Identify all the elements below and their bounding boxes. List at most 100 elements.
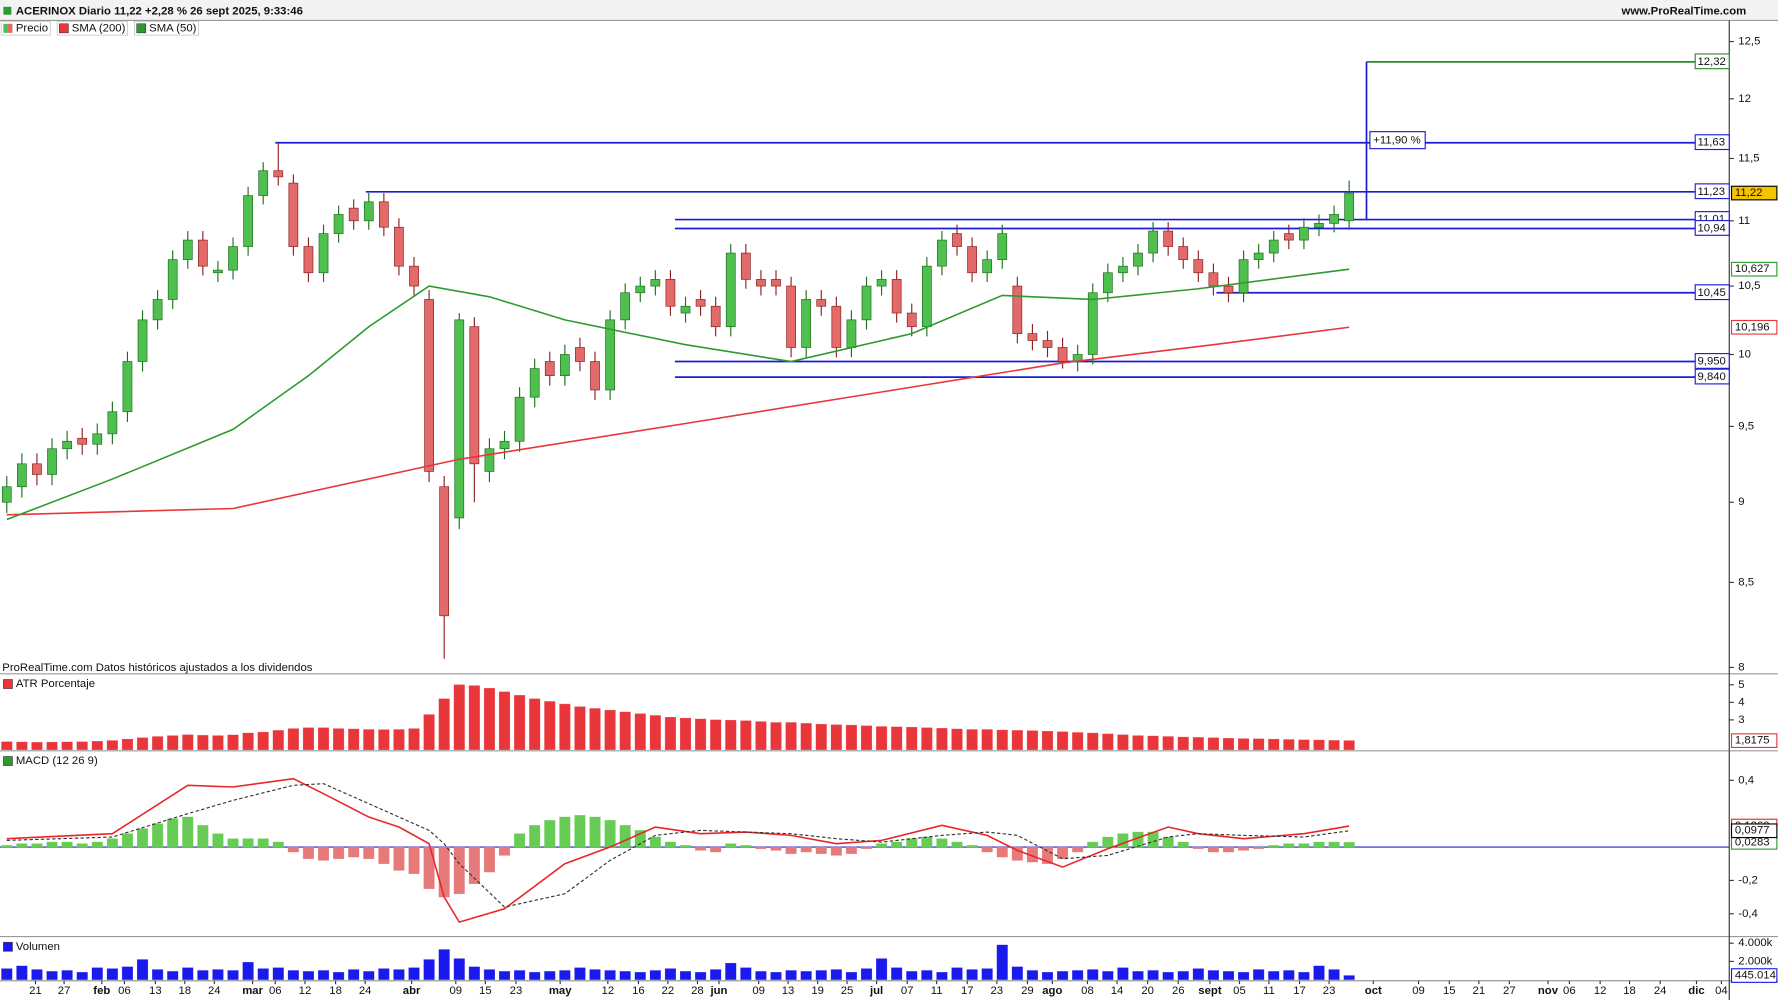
bar xyxy=(1207,970,1219,980)
candle-body xyxy=(1163,230,1174,247)
level-box xyxy=(1694,368,1730,385)
bar xyxy=(1328,841,1340,848)
bar xyxy=(529,825,541,848)
candle-body xyxy=(544,361,555,377)
bar xyxy=(1162,836,1174,848)
candle-body xyxy=(680,305,691,314)
bar xyxy=(906,971,918,980)
y-tick-label: -0,4 xyxy=(1738,908,1758,920)
bar xyxy=(287,970,299,980)
bar xyxy=(1343,842,1355,848)
legend-frame xyxy=(56,21,128,36)
x-tick-label: mar xyxy=(242,985,263,997)
level-label: 11,23 xyxy=(1697,186,1725,198)
bar xyxy=(1313,841,1325,848)
bar xyxy=(1253,738,1265,750)
legend-icon xyxy=(136,23,147,34)
bar xyxy=(604,709,616,751)
bar xyxy=(1,845,13,848)
candle-body xyxy=(906,312,917,328)
bar xyxy=(815,970,827,980)
bar xyxy=(363,846,375,860)
bar xyxy=(453,846,465,895)
candle-body xyxy=(107,411,118,435)
bar xyxy=(16,741,28,751)
x-tick-label: 05 xyxy=(1233,985,1246,997)
bar xyxy=(589,816,601,848)
x-tick-label: ago xyxy=(1042,985,1062,997)
panel-title: MACD (12 26 9) xyxy=(16,755,98,767)
value-label: 10,627 xyxy=(1735,263,1770,275)
x-tick-label: 18 xyxy=(1623,985,1636,997)
y-tick-label: -0,2 xyxy=(1738,874,1758,886)
bar xyxy=(1011,846,1023,861)
bar xyxy=(996,944,1008,980)
bar xyxy=(287,846,299,853)
bar xyxy=(212,969,224,980)
bar xyxy=(152,736,164,751)
candle-body xyxy=(439,486,450,617)
candle-body xyxy=(17,463,27,488)
x-tick-label: 06 xyxy=(118,985,131,997)
candle-body xyxy=(182,239,193,260)
bar xyxy=(740,967,752,980)
x-tick-label: 28 xyxy=(691,985,704,997)
candle-body xyxy=(454,319,465,519)
x-tick-label: 26 xyxy=(1172,985,1185,997)
x-tick-label: 13 xyxy=(149,985,162,997)
panel-title: Volumen xyxy=(16,941,60,953)
candle-body xyxy=(1027,333,1038,341)
value-label: 1,8175 xyxy=(1735,735,1770,747)
bar xyxy=(272,967,284,980)
bar xyxy=(1057,731,1069,751)
level-box xyxy=(1694,53,1730,70)
candle-body xyxy=(273,170,284,178)
bar xyxy=(559,703,571,751)
candle-body xyxy=(575,347,585,362)
bar xyxy=(498,846,511,856)
bar xyxy=(981,968,993,980)
y-tick-label: 9 xyxy=(1738,496,1744,508)
bar xyxy=(408,728,420,750)
bar xyxy=(136,828,149,848)
y-tick-label: 5 xyxy=(1738,679,1744,691)
bar xyxy=(16,843,28,848)
bar xyxy=(649,970,661,980)
bar xyxy=(61,970,73,980)
bar xyxy=(136,737,149,750)
x-tick-label: oct xyxy=(1365,985,1382,997)
candle-body xyxy=(484,448,495,472)
legend-icon xyxy=(3,23,8,33)
bar xyxy=(1011,730,1023,751)
bar xyxy=(212,735,224,751)
candle-body xyxy=(529,368,540,398)
candle-body xyxy=(409,265,419,287)
candle-body xyxy=(1299,226,1309,241)
bar xyxy=(438,949,450,980)
candle-body xyxy=(1057,347,1068,362)
bar xyxy=(921,970,933,980)
y-tick-label: 11,5 xyxy=(1738,152,1759,164)
bar xyxy=(725,843,737,848)
bar xyxy=(1192,846,1204,850)
bar xyxy=(31,969,43,980)
x-tick-label: 29 xyxy=(1021,985,1034,997)
bar xyxy=(514,970,526,980)
bar xyxy=(287,728,299,750)
bar xyxy=(604,970,616,980)
bar xyxy=(393,729,405,751)
bar xyxy=(589,969,601,980)
x-tick-label: 07 xyxy=(901,985,914,997)
x-tick-label: 23 xyxy=(510,985,523,997)
x-tick-label: 23 xyxy=(1323,985,1336,997)
candle-body xyxy=(921,265,932,328)
series-line xyxy=(6,326,1350,516)
candle-body xyxy=(228,246,238,271)
x-tick-label: sept xyxy=(1198,985,1222,997)
bar xyxy=(830,724,842,750)
y-tick-label: 10 xyxy=(1738,348,1751,360)
bar xyxy=(860,968,873,980)
bar xyxy=(845,724,857,751)
bar xyxy=(1177,736,1189,751)
y-tick-label: 2.000k xyxy=(1738,955,1772,967)
